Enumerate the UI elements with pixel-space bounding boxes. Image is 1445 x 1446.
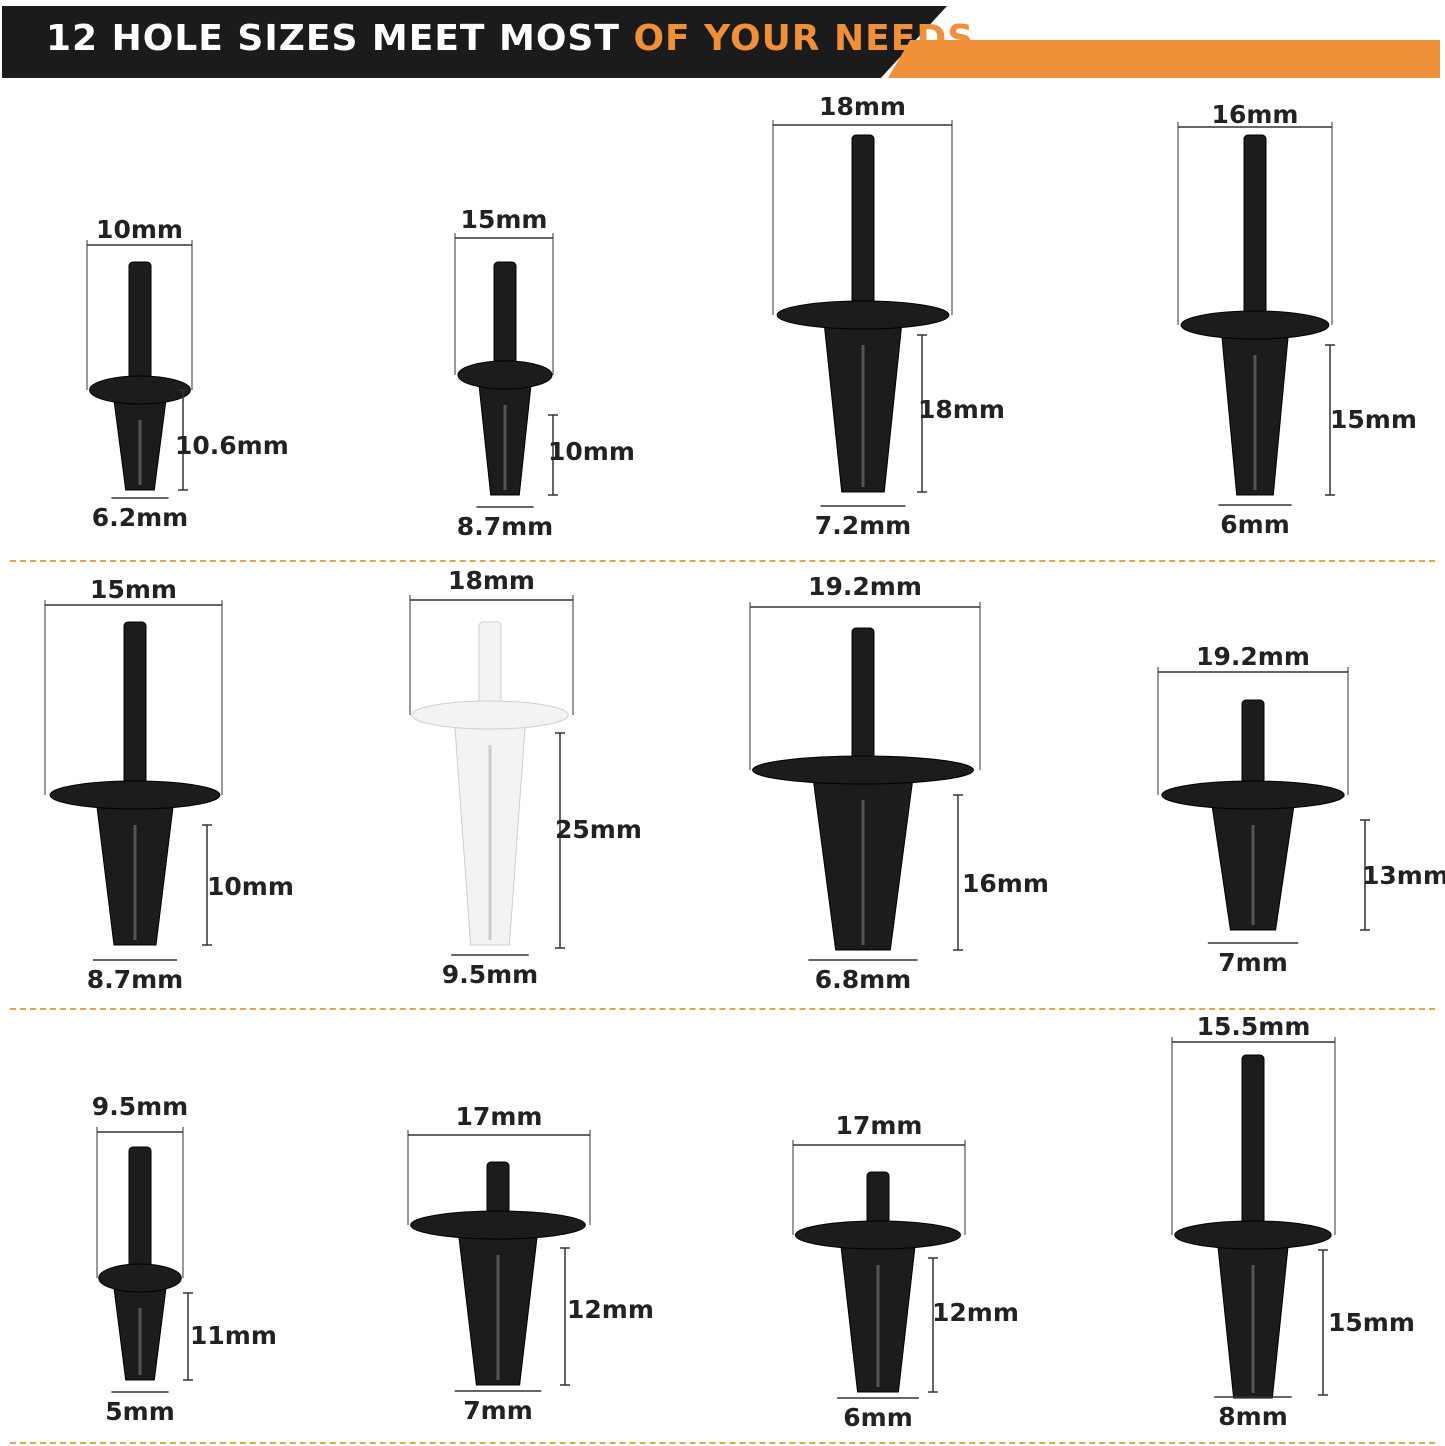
width-label: 19.2mm [808,572,922,601]
hole-size-label: 6.2mm [91,503,189,532]
width-label: 10mm [96,215,183,244]
width-label: 17mm [455,1102,543,1131]
headline: 12 HOLE SIZES MEET MOST OF YOUR NEEDS [46,18,974,59]
clip-head [1161,780,1345,810]
clip-head [752,755,974,785]
clip-pin [851,134,875,316]
height-label: 10.6mm [175,431,289,460]
hole-size-label: 8.7mm [456,512,554,541]
clip-pin [1243,134,1267,326]
width-label: 15mm [460,205,548,234]
headline-highlight: OF YOUR NEEDS [633,18,975,59]
height-label: 10mm [548,437,635,466]
hole-size-label: 8mm [1218,1402,1288,1431]
height-label: 12mm [932,1298,1019,1327]
width-label: 15.5mm [1196,1012,1311,1041]
width-label: 18mm [448,566,535,595]
height-label: 16mm [962,869,1049,898]
hole-size-label: 7mm [463,1396,533,1425]
hole-size-label: 9.5mm [441,960,539,989]
width-label: 15mm [90,575,177,604]
row-divider [10,560,1435,562]
clip-pin [128,261,152,391]
height-label: 12mm [567,1295,654,1324]
hole-size-label: 6.8mm [814,965,912,994]
clip-pin [128,1146,152,1279]
hole-size-label: 5mm [105,1397,175,1426]
clip-pin [123,621,147,796]
width-label: 17mm [835,1111,923,1140]
clip-head [457,360,553,390]
width-label: 19.2mm [1196,642,1310,671]
header-accent-bar [888,40,1440,78]
clip-head [89,375,191,405]
clip-pin [493,261,517,376]
width-label: 18mm [819,92,906,121]
clip-head [98,1263,182,1293]
height-label: 13mm [1362,861,1445,890]
hole-size-label: 6mm [843,1403,913,1432]
hole-size-label: 7.2mm [814,511,912,540]
headline-white: 12 HOLE SIZES MEET MOST [46,18,634,59]
clip-head [411,700,569,730]
row-divider [10,1442,1435,1444]
width-label: 16mm [1211,100,1299,129]
height-label: 15mm [1330,405,1417,434]
height-label: 25mm [555,815,642,844]
clip-pin [851,627,875,771]
clip-head [794,1220,962,1250]
height-label: 10mm [207,872,294,901]
clip-head [1174,1220,1332,1250]
hole-size-label: 6mm [1220,510,1290,539]
hole-size-label: 8.7mm [86,965,184,994]
row-divider [10,1008,1435,1010]
height-label: 18mm [918,395,1005,424]
height-label: 15mm [1328,1308,1415,1337]
clip-head [776,300,950,330]
height-label: 11mm [190,1321,277,1350]
hole-size-label: 7mm [1218,948,1288,977]
clip-pin [1241,1054,1265,1236]
header-band [2,6,947,78]
clip-head [49,780,221,810]
clip-head [410,1210,586,1240]
clip-head [1180,310,1330,340]
width-label: 9.5mm [91,1092,189,1121]
